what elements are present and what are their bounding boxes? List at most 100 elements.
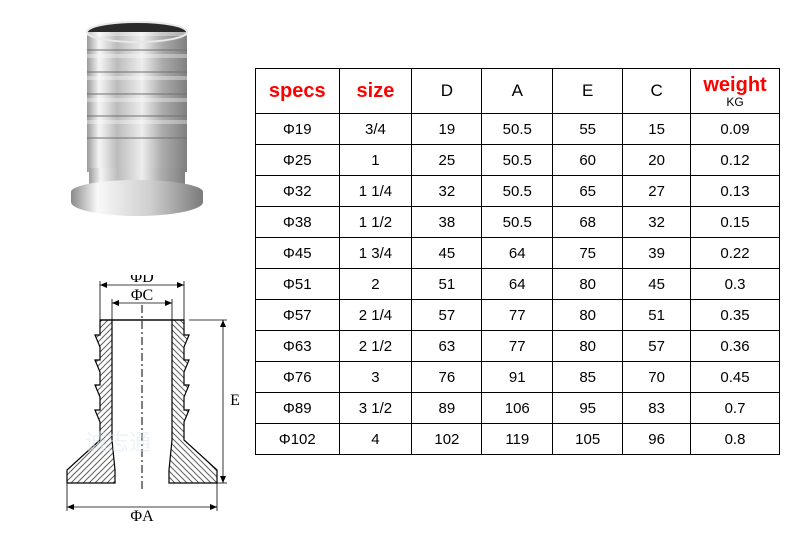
cell-d: 32 xyxy=(412,176,482,207)
cell-w: 0.7 xyxy=(691,393,780,424)
table-body: Φ193/41950.555150.09Φ2512550.560200.12Φ3… xyxy=(256,114,780,455)
cell-a: 50.5 xyxy=(482,145,553,176)
spec-table: specs size D A E C weight KG Φ193/41950.… xyxy=(255,68,780,455)
header-e: E xyxy=(553,69,623,114)
header-weight: weight KG xyxy=(691,69,780,114)
label-e: E xyxy=(230,392,240,409)
cell-c: 39 xyxy=(623,238,691,269)
dimension-c: ΦC xyxy=(112,287,172,320)
cell-c: 27 xyxy=(623,176,691,207)
cell-size: 4 xyxy=(339,424,412,455)
cell-specs: Φ45 xyxy=(256,238,340,269)
table-header-row: specs size D A E C weight KG xyxy=(256,69,780,114)
cell-w: 0.09 xyxy=(691,114,780,145)
cell-specs: Φ102 xyxy=(256,424,340,455)
cell-c: 32 xyxy=(623,207,691,238)
dimension-a: ΦA xyxy=(67,483,217,525)
cell-specs: Φ32 xyxy=(256,176,340,207)
cell-c: 15 xyxy=(623,114,691,145)
cell-specs: Φ76 xyxy=(256,362,340,393)
cross-section-diagram: ΦD ΦC E ΦA 诚志通 xyxy=(45,275,240,525)
cell-c: 70 xyxy=(623,362,691,393)
cell-size: 3 xyxy=(339,362,412,393)
cell-a: 77 xyxy=(482,300,553,331)
cell-a: 50.5 xyxy=(482,176,553,207)
header-a: A xyxy=(482,69,553,114)
cell-w: 0.12 xyxy=(691,145,780,176)
cell-c: 20 xyxy=(623,145,691,176)
table-row: Φ763769185700.45 xyxy=(256,362,780,393)
left-column: ΦD ΦC E ΦA 诚志通 xyxy=(0,0,250,539)
cell-c: 51 xyxy=(623,300,691,331)
table-row: Φ321 1/43250.565270.13 xyxy=(256,176,780,207)
cell-size: 3 1/2 xyxy=(339,393,412,424)
cell-c: 83 xyxy=(623,393,691,424)
cell-w: 0.35 xyxy=(691,300,780,331)
cell-specs: Φ57 xyxy=(256,300,340,331)
cell-c: 96 xyxy=(623,424,691,455)
cell-d: 63 xyxy=(412,331,482,362)
label-c: ΦC xyxy=(131,287,153,304)
cell-a: 119 xyxy=(482,424,553,455)
cell-e: 105 xyxy=(553,424,623,455)
cell-e: 80 xyxy=(553,331,623,362)
header-specs: specs xyxy=(256,69,340,114)
cell-e: 95 xyxy=(553,393,623,424)
cell-e: 55 xyxy=(553,114,623,145)
cell-w: 0.22 xyxy=(691,238,780,269)
cell-w: 0.15 xyxy=(691,207,780,238)
cell-specs: Φ25 xyxy=(256,145,340,176)
cell-d: 51 xyxy=(412,269,482,300)
cell-specs: Φ51 xyxy=(256,269,340,300)
cell-e: 68 xyxy=(553,207,623,238)
cell-a: 64 xyxy=(482,269,553,300)
cell-w: 0.3 xyxy=(691,269,780,300)
label-a: ΦA xyxy=(130,508,154,525)
cell-size: 3/4 xyxy=(339,114,412,145)
cell-w: 0.45 xyxy=(691,362,780,393)
cell-size: 2 xyxy=(339,269,412,300)
cell-specs: Φ38 xyxy=(256,207,340,238)
label-d: ΦD xyxy=(130,275,153,286)
cell-size: 2 1/4 xyxy=(339,300,412,331)
table-row: Φ2512550.560200.12 xyxy=(256,145,780,176)
cell-w: 0.8 xyxy=(691,424,780,455)
product-photo xyxy=(65,20,210,220)
cell-w: 0.36 xyxy=(691,331,780,362)
table-row: Φ381 1/23850.568320.15 xyxy=(256,207,780,238)
cell-c: 57 xyxy=(623,331,691,362)
cell-d: 57 xyxy=(412,300,482,331)
cell-a: 50.5 xyxy=(482,207,553,238)
table-row: Φ632 1/2637780570.36 xyxy=(256,331,780,362)
cell-size: 1 3/4 xyxy=(339,238,412,269)
cell-e: 80 xyxy=(553,269,623,300)
table-row: Φ193/41950.555150.09 xyxy=(256,114,780,145)
cell-size: 1 1/2 xyxy=(339,207,412,238)
cell-a: 91 xyxy=(482,362,553,393)
cell-d: 102 xyxy=(412,424,482,455)
cell-e: 80 xyxy=(553,300,623,331)
cell-e: 85 xyxy=(553,362,623,393)
table-row: Φ451 3/4456475390.22 xyxy=(256,238,780,269)
cell-size: 2 1/2 xyxy=(339,331,412,362)
cell-e: 60 xyxy=(553,145,623,176)
cell-specs: Φ19 xyxy=(256,114,340,145)
cell-c: 45 xyxy=(623,269,691,300)
cell-e: 65 xyxy=(553,176,623,207)
cell-a: 106 xyxy=(482,393,553,424)
header-size: size xyxy=(339,69,412,114)
cell-d: 89 xyxy=(412,393,482,424)
cell-a: 77 xyxy=(482,331,553,362)
table-row: Φ572 1/4577780510.35 xyxy=(256,300,780,331)
cell-a: 64 xyxy=(482,238,553,269)
cell-size: 1 xyxy=(339,145,412,176)
table-row: Φ893 1/28910695830.7 xyxy=(256,393,780,424)
header-d: D xyxy=(412,69,482,114)
cell-d: 45 xyxy=(412,238,482,269)
cell-d: 76 xyxy=(412,362,482,393)
header-c: C xyxy=(623,69,691,114)
cell-d: 19 xyxy=(412,114,482,145)
cell-w: 0.13 xyxy=(691,176,780,207)
table-row: Φ512516480450.3 xyxy=(256,269,780,300)
cell-d: 38 xyxy=(412,207,482,238)
